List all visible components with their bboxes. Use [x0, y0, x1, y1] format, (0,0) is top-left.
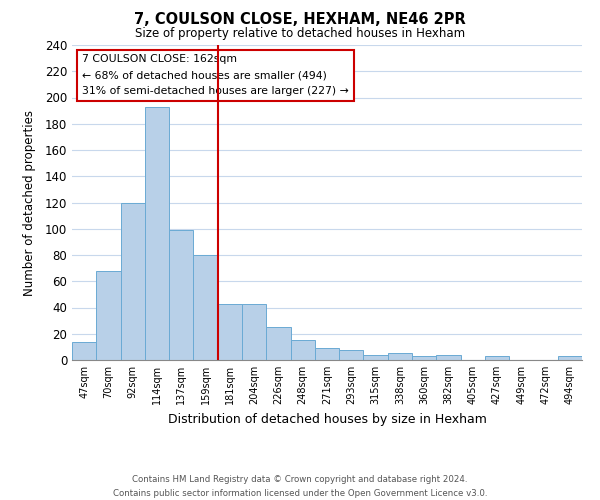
- Bar: [436, 355, 461, 360]
- Text: 7 COULSON CLOSE: 162sqm
← 68% of detached houses are smaller (494)
31% of semi-d: 7 COULSON CLOSE: 162sqm ← 68% of detache…: [82, 54, 349, 96]
- Bar: [339, 350, 364, 360]
- Bar: [364, 355, 388, 360]
- Bar: [169, 230, 193, 360]
- Y-axis label: Number of detached properties: Number of detached properties: [23, 110, 37, 296]
- Bar: [218, 304, 242, 360]
- Text: Contains HM Land Registry data © Crown copyright and database right 2024.
Contai: Contains HM Land Registry data © Crown c…: [113, 476, 487, 498]
- Bar: [96, 271, 121, 360]
- Text: 7, COULSON CLOSE, HEXHAM, NE46 2PR: 7, COULSON CLOSE, HEXHAM, NE46 2PR: [134, 12, 466, 28]
- Bar: [485, 356, 509, 360]
- Bar: [290, 340, 315, 360]
- Bar: [72, 342, 96, 360]
- Bar: [315, 348, 339, 360]
- Bar: [121, 202, 145, 360]
- Bar: [145, 106, 169, 360]
- Text: Size of property relative to detached houses in Hexham: Size of property relative to detached ho…: [135, 28, 465, 40]
- Bar: [242, 304, 266, 360]
- Bar: [558, 356, 582, 360]
- Bar: [266, 327, 290, 360]
- Bar: [388, 354, 412, 360]
- X-axis label: Distribution of detached houses by size in Hexham: Distribution of detached houses by size …: [167, 412, 487, 426]
- Bar: [193, 255, 218, 360]
- Bar: [412, 356, 436, 360]
